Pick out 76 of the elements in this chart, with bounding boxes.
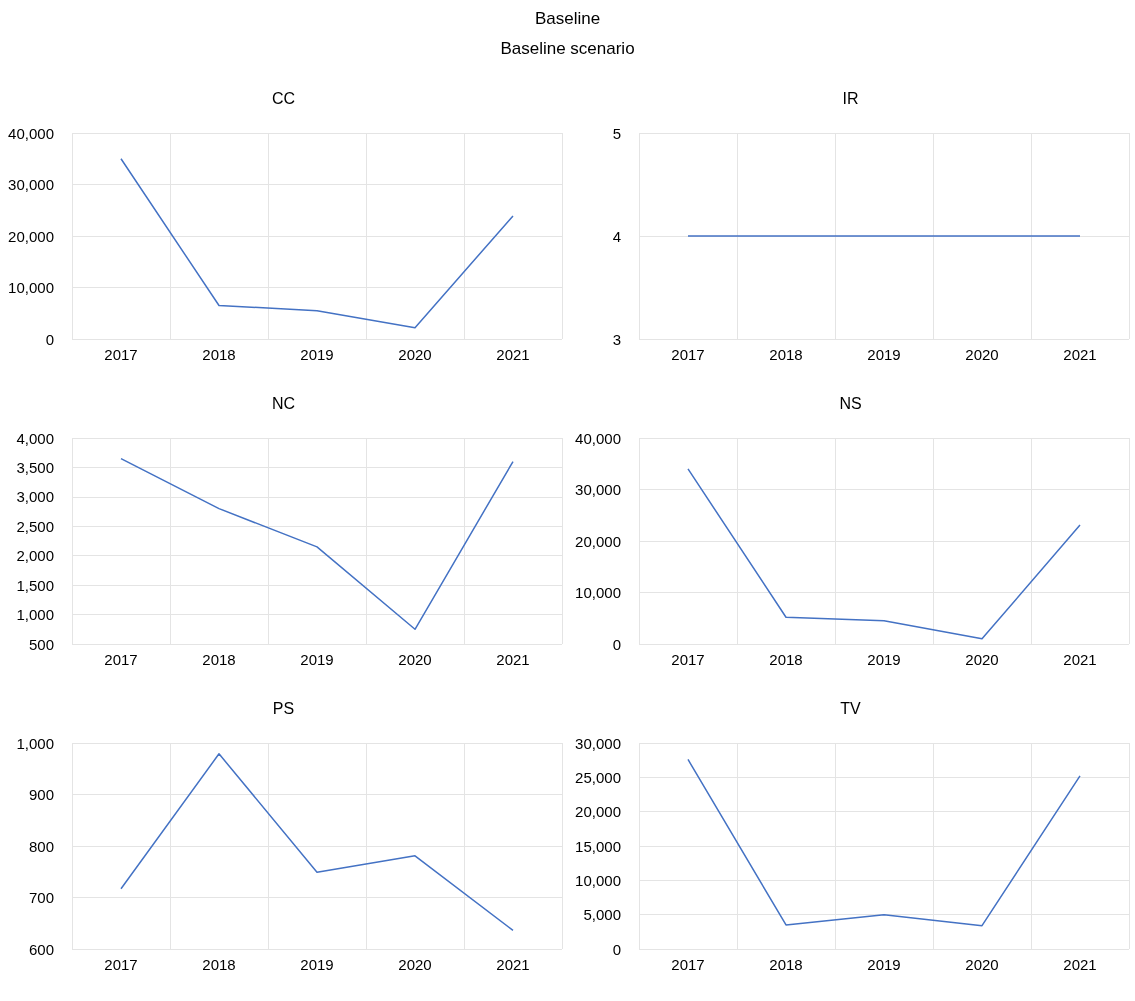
y-tick-label: 500 [28,635,54,653]
y-tick-label: 10,000 [575,584,621,601]
x-tick-label: 2021 [496,651,530,668]
y-tick-label: 900 [28,786,54,803]
y-tick-label: 3 [612,330,621,348]
y-tick-label: 0 [612,635,621,653]
chart-title: NC [271,394,296,412]
x-tick-label: 2017 [104,346,138,363]
x-tick-label: 2019 [867,651,901,668]
x-tick-label: 2018 [202,651,236,668]
y-tick-label: 600 [28,940,54,958]
y-tick-label: 0 [612,940,621,958]
y-tick-label: 5 [612,124,621,142]
x-tick-label: 2020 [965,956,999,973]
x-tick-label: 2017 [671,346,705,363]
y-tick-label: 700 [28,889,54,906]
y-tick-label: 15,000 [575,837,621,855]
y-tick-label: 0 [45,330,54,348]
y-tick-label: 40,000 [575,429,621,447]
y-tick-label: 40,000 [8,124,54,142]
line-series [687,468,1081,640]
line-series [687,758,1081,927]
chart-title: PS [272,699,295,717]
x-tick-label: 2017 [104,956,138,973]
x-tick-label: 2020 [965,651,999,668]
y-tick-label: 25,000 [575,768,621,786]
x-tick-label: 2021 [1063,651,1097,668]
y-tick-label: 5,000 [583,906,621,924]
y-tick-label: 800 [28,837,54,855]
x-tick-label: 2019 [300,346,334,363]
x-tick-label: 2018 [769,956,803,973]
line-series [120,753,514,932]
x-tick-label: 2018 [769,346,803,363]
x-tick-label: 2021 [1063,956,1097,973]
y-tick-label: 10,000 [8,279,54,296]
x-tick-label: 2017 [671,651,705,668]
y-tick-label: 4,000 [16,429,54,447]
y-tick-label: 30,000 [8,176,54,193]
x-tick-label: 2020 [398,346,432,363]
chart-title: CC [271,89,296,107]
x-tick-label: 2017 [104,651,138,668]
x-tick-label: 2019 [867,956,901,973]
x-tick-label: 2019 [300,956,334,973]
y-tick-label: 3,000 [16,488,54,506]
y-tick-label: 20,000 [575,803,621,821]
x-tick-label: 2021 [1063,346,1097,363]
y-tick-label: 1,500 [16,576,54,594]
chart-title: NS [839,394,862,412]
y-tick-label: 4 [612,227,621,245]
x-tick-label: 2021 [496,956,530,973]
x-tick-label: 2018 [202,956,236,973]
y-tick-label: 2,000 [16,547,54,565]
y-tick-label: 30,000 [575,481,621,498]
chart-title: IR [842,89,859,107]
line-series [120,158,514,329]
y-tick-label: 3,500 [16,458,54,476]
y-tick-label: 1,000 [16,734,54,752]
chart-title: TV [840,699,862,717]
y-tick-label: 1,000 [16,606,54,624]
x-tick-label: 2020 [398,651,432,668]
y-tick-label: 30,000 [575,734,621,752]
x-tick-label: 2018 [769,651,803,668]
x-tick-label: 2021 [496,346,530,363]
x-tick-label: 2020 [965,346,999,363]
x-tick-label: 2019 [300,651,334,668]
y-tick-label: 10,000 [575,871,621,889]
y-tick-label: 20,000 [8,227,54,245]
text: Baseline [533,8,602,30]
x-tick-label: 2017 [671,956,705,973]
y-tick-label: 20,000 [575,532,621,550]
text: Baseline scenario [499,38,636,60]
x-tick-label: 2018 [202,346,236,363]
y-tick-label: 2,500 [16,517,54,535]
line-series [120,457,514,631]
x-tick-label: 2020 [398,956,432,973]
x-tick-label: 2019 [867,346,901,363]
